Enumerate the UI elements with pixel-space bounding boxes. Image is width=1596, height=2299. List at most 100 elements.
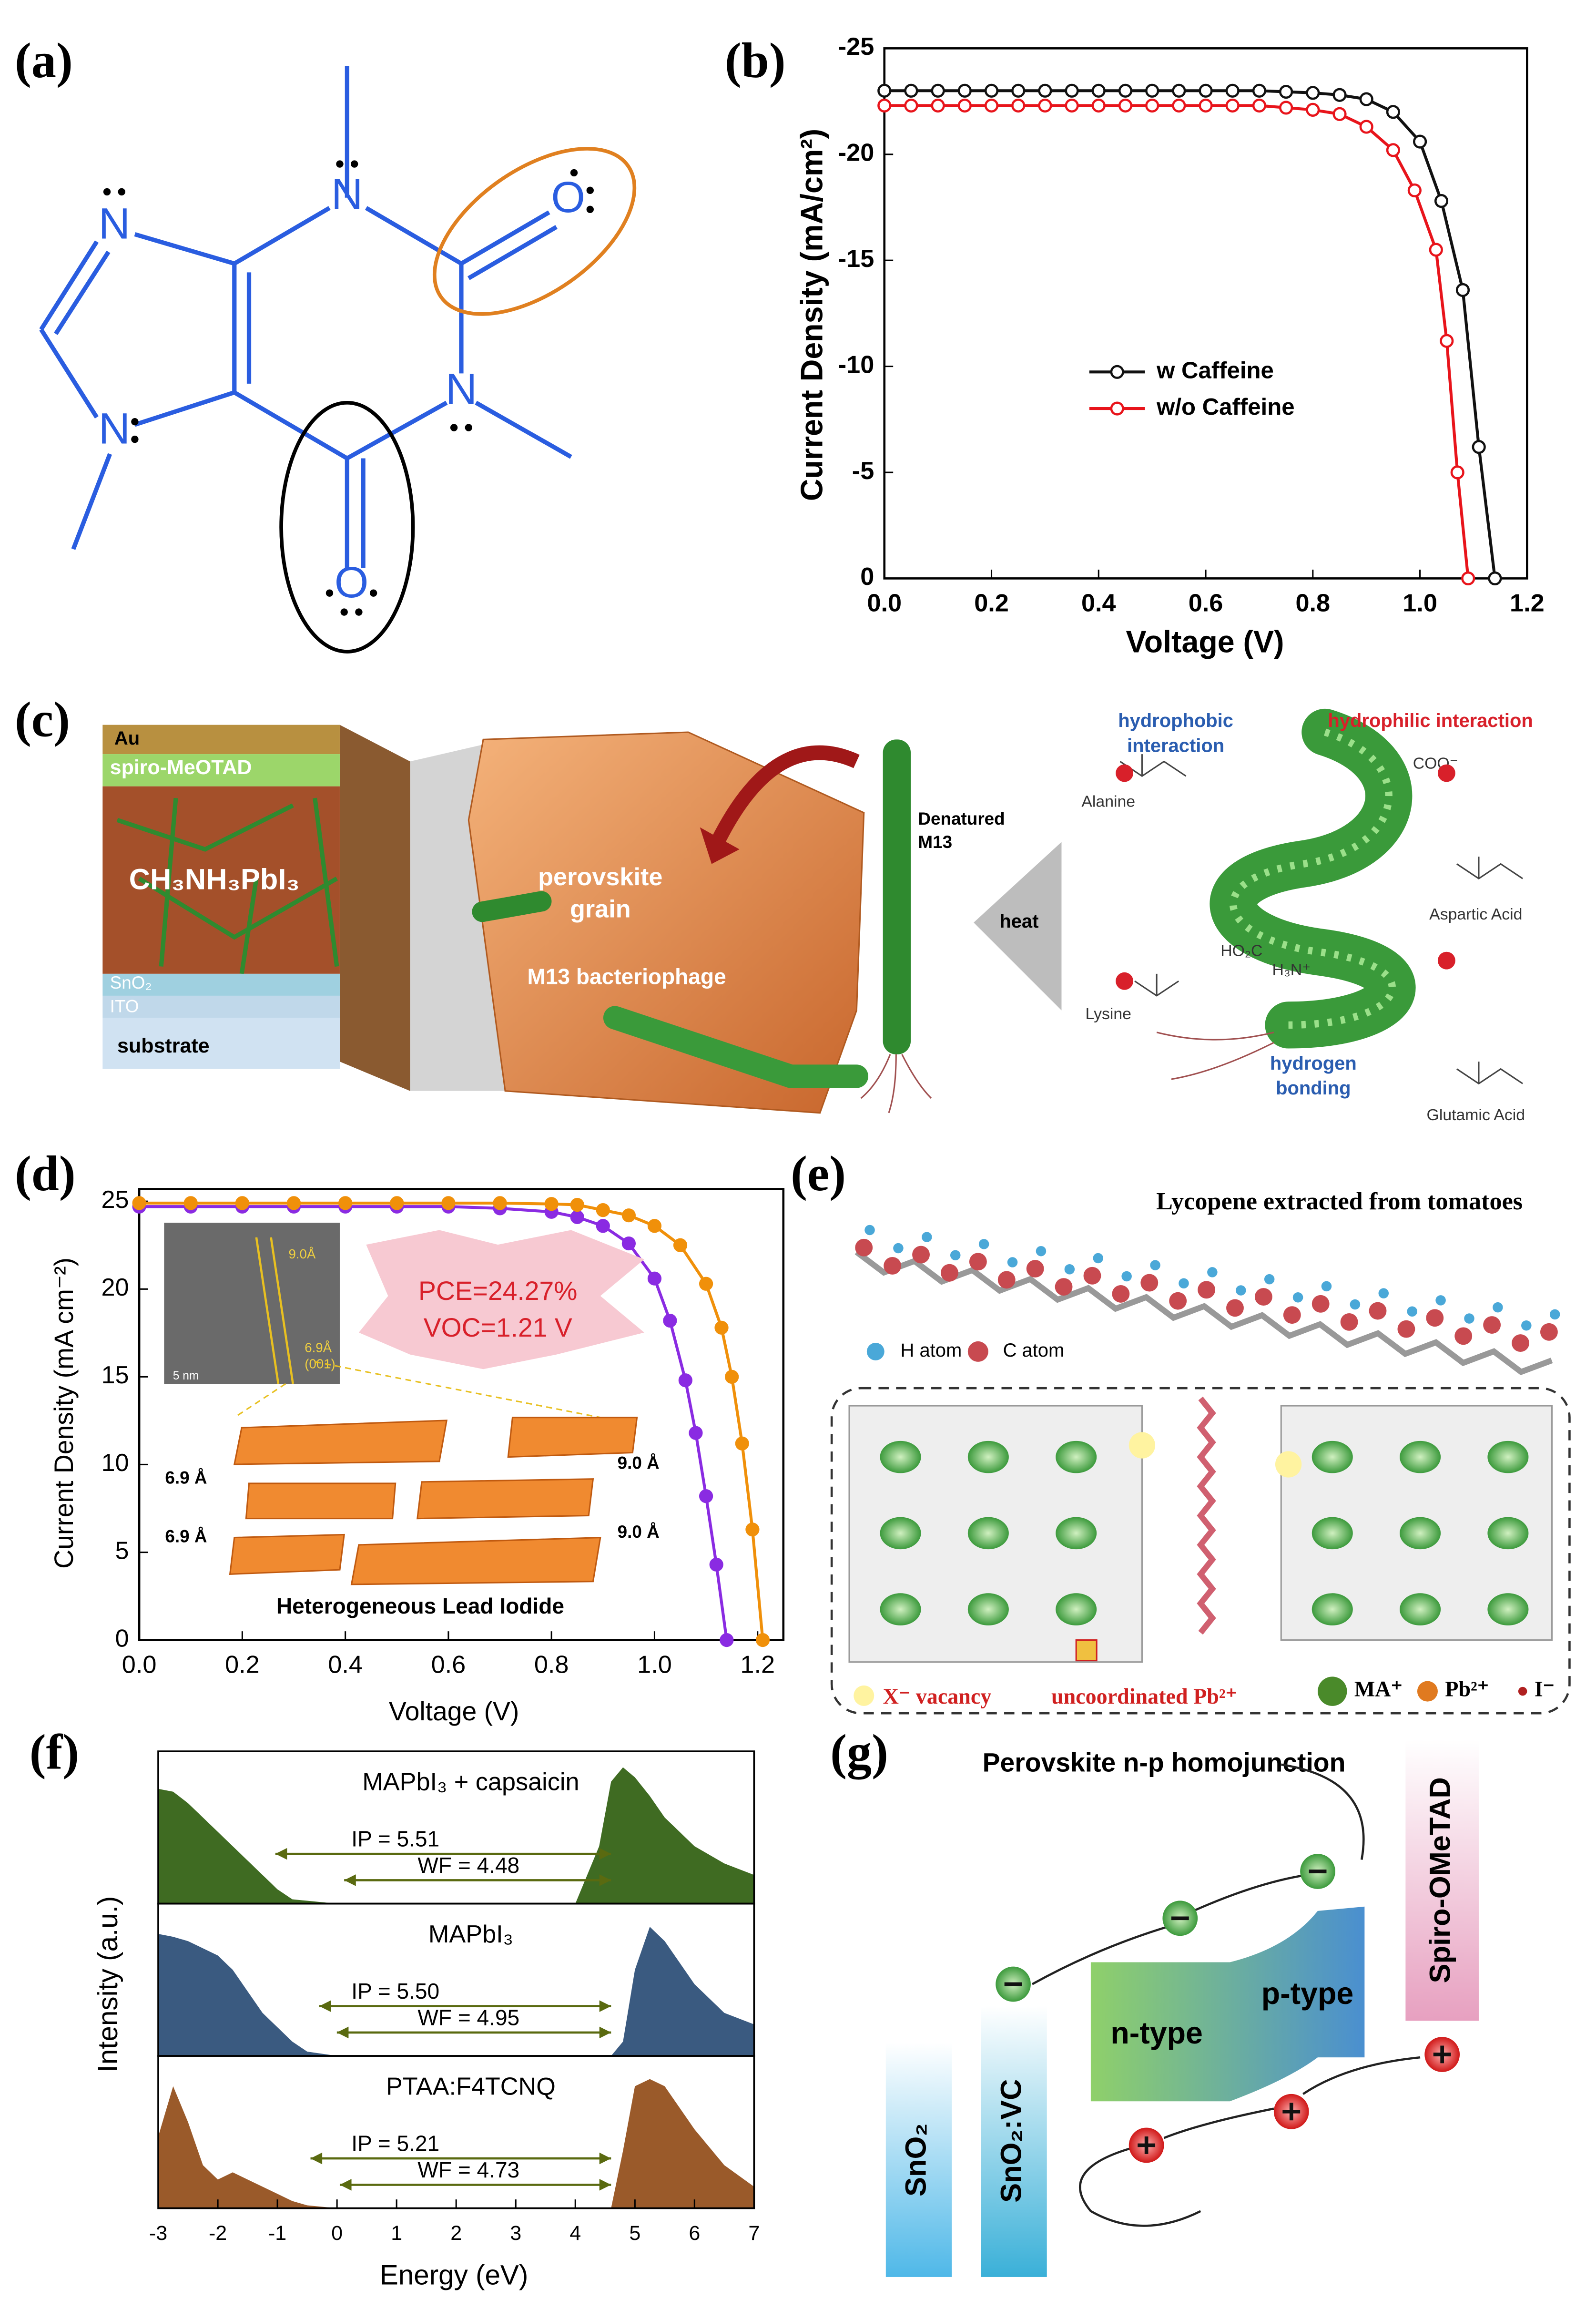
h-atom (1093, 1253, 1104, 1264)
caffeine-structure-line (475, 400, 572, 459)
device-schematic-path (1156, 1032, 1274, 1080)
caffeine-structure-line (346, 400, 448, 460)
device-schematic-text: Alanine (1081, 792, 1135, 810)
h-atom (950, 1250, 961, 1261)
lone-pairs-circle (325, 589, 334, 597)
lattice-decoration (855, 1225, 1560, 1625)
lycopene-panel-circle (1128, 1432, 1156, 1459)
lone-pairs-circle (586, 186, 594, 194)
device-schematic-polygon (974, 842, 1062, 1011)
lone-pairs-circle (586, 205, 594, 213)
device-schematic-text: ITO (110, 996, 139, 1016)
device-schematic-text: Aspartic Acid (1429, 905, 1522, 923)
marker (931, 98, 945, 113)
device-schematic-rect (472, 891, 552, 922)
lycopene-panel-path (1197, 1396, 1216, 1635)
h-atom (1150, 1260, 1160, 1270)
device-schematic-text: Au (114, 728, 140, 749)
atom-labels-text: N (99, 199, 131, 248)
lycopene-panel-text: H atom (901, 1340, 962, 1361)
h-atom (1007, 1257, 1018, 1267)
marker (1091, 98, 1106, 113)
legend-marker (1110, 401, 1124, 416)
device-schematic-polygon (339, 725, 410, 1091)
chart-d-insets-g-polygon (229, 1533, 345, 1575)
device-schematic-rect (102, 754, 340, 787)
c-atom (1283, 1306, 1301, 1324)
chart-d-insets-g-polygon (507, 1417, 638, 1458)
device-schematic-text: spiro-MeOTAD (110, 756, 252, 779)
marker (755, 1633, 770, 1647)
device-schematic-path (603, 1006, 868, 1088)
spectrum-area (158, 1927, 754, 2056)
c-atom (1226, 1299, 1244, 1317)
device-schematic-text: SnO₂ (110, 973, 152, 992)
homojunction-panel-path (1433, 2045, 1451, 2064)
device-schematic-text: perovskite (538, 863, 662, 891)
ma-cation (880, 1441, 921, 1473)
chart-d-insets-rect (164, 1223, 340, 1384)
panel-title: PTAA:F4TCNQ (386, 2073, 556, 2100)
homojunction-panel-text: p-type (1261, 1976, 1354, 2011)
caffeine-structure-line (233, 206, 331, 266)
y-tick-label: 0 (860, 563, 874, 591)
plot-frame (883, 47, 1528, 580)
panel-labels-text: (g) (830, 1724, 888, 1779)
lone-pairs-circle (131, 418, 139, 426)
y-tick-label: -5 (852, 457, 874, 485)
marker (904, 83, 918, 98)
device-schematic-path (860, 1054, 932, 1114)
caffeine-structure-line (233, 390, 348, 460)
c-atom (1426, 1309, 1444, 1327)
ma-cation (880, 1593, 921, 1625)
device-schematic-text: Lysine (1086, 1005, 1131, 1023)
c-atom (1055, 1278, 1073, 1296)
device-schematic-text: M13 bacteriophage (527, 964, 726, 989)
y-axis-title: Intensity (a.u.) (92, 1896, 123, 2073)
y-tick-label: -10 (838, 351, 874, 378)
caffeine-structure-line (365, 206, 463, 266)
c-atom (1483, 1316, 1501, 1334)
device-schematic-text: CH₃NH₃PbI₃ (129, 863, 300, 896)
ma-cation (967, 1593, 1009, 1625)
caffeine-structure-line (54, 250, 111, 335)
y-tick-label: -20 (838, 139, 874, 167)
x-tick-label: 0.6 (431, 1651, 466, 1679)
marker (1172, 98, 1186, 113)
highlight-ellipse (432, 147, 637, 316)
x-tick-label: 1 (391, 2222, 402, 2245)
homojunction-panel-g-path (1281, 1763, 1365, 1860)
h-atom (922, 1232, 932, 1242)
c-atom (912, 1246, 930, 1264)
ma-cation (1400, 1517, 1441, 1550)
marker (183, 1196, 198, 1210)
device-schematic-rect (102, 973, 340, 996)
marker (1118, 98, 1133, 113)
atom-labels-text: N (331, 170, 363, 219)
ma-cation (1311, 1517, 1353, 1550)
chart-d-insets-text: (001) (305, 1356, 335, 1371)
marker (570, 1197, 584, 1212)
device-schematic-text: hydrogen (1270, 1053, 1357, 1074)
device-schematic-rect (102, 1018, 340, 1069)
h-atom (1179, 1278, 1189, 1289)
marker (904, 98, 918, 113)
panel-labels: (a) (b) (c) (d) (e) (f) (g) (15, 33, 888, 1779)
lone-pairs-circle (369, 589, 377, 597)
plot-frame (138, 1188, 785, 1641)
h-atom (1407, 1306, 1417, 1317)
device-schematic-text: heat (999, 911, 1038, 932)
x-tick-label: -2 (209, 2222, 227, 2245)
device-schematic-circle (1116, 972, 1133, 990)
x-tick-label: 1.2 (1510, 590, 1545, 617)
series-line (884, 104, 1470, 579)
y-axis-title: Current Density (mA/cm²) (794, 129, 829, 501)
lycopene-panel-circle (1275, 1451, 1302, 1478)
c-atom (997, 1271, 1016, 1289)
annotation: IP = 5.51 (351, 1827, 439, 1851)
chart-d-insets-g-polygon (417, 1478, 594, 1520)
h-atom (1036, 1246, 1047, 1257)
chart-d-insets-text: 9.0 Å (618, 1522, 660, 1542)
x-tick-label: 0.4 (1081, 590, 1116, 617)
